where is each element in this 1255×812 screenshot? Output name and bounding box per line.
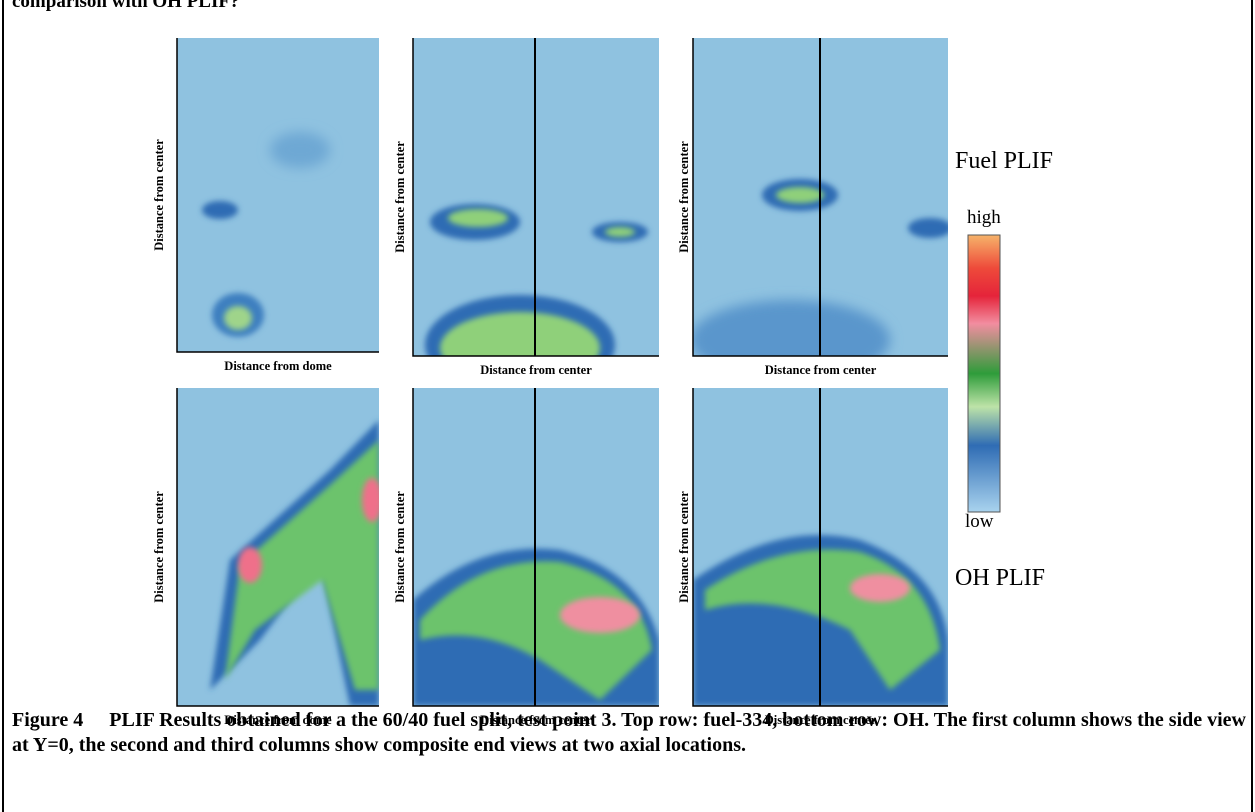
y-axis-label: Distance from center xyxy=(393,491,407,603)
colorbar-low: low xyxy=(965,511,994,532)
y-axis-label: Distance from center xyxy=(152,491,166,603)
heatmap xyxy=(693,38,948,356)
colorbar-high: high xyxy=(967,207,1001,228)
heatmap xyxy=(177,388,379,706)
colorbar xyxy=(967,234,1001,513)
x-axis-label: Distance from dome xyxy=(224,713,332,727)
axes xyxy=(176,38,948,707)
heatmap xyxy=(177,38,379,352)
header-fragment: comparison with OH PLIF? xyxy=(12,0,240,12)
y-axis-label: Distance from center xyxy=(393,141,407,253)
caption: Figure 4 PLIF Results obtained for a the … xyxy=(12,708,1246,758)
y-axis-label: Distance from center xyxy=(677,491,691,603)
heatmap xyxy=(413,38,659,356)
y-axis-label: Distance from center xyxy=(152,139,166,251)
caption-text: PLIF Results obtained for a the 60/40 fu… xyxy=(12,709,1246,756)
caption-label: Figure 4 xyxy=(12,709,84,731)
row-label: OH PLIF xyxy=(955,565,1045,591)
heatmap xyxy=(413,388,659,706)
x-axis-label: Distance from center xyxy=(765,363,877,377)
row-label: Fuel PLIF xyxy=(955,148,1053,174)
x-axis-label: Distance from center xyxy=(765,713,877,727)
x-axis-label: Distance from dome xyxy=(224,359,332,373)
y-axis-label: Distance from center xyxy=(677,141,691,253)
x-axis-label: Distance from center xyxy=(480,363,592,377)
heatmap xyxy=(693,388,948,706)
x-axis-label: Distance from center xyxy=(480,713,592,727)
